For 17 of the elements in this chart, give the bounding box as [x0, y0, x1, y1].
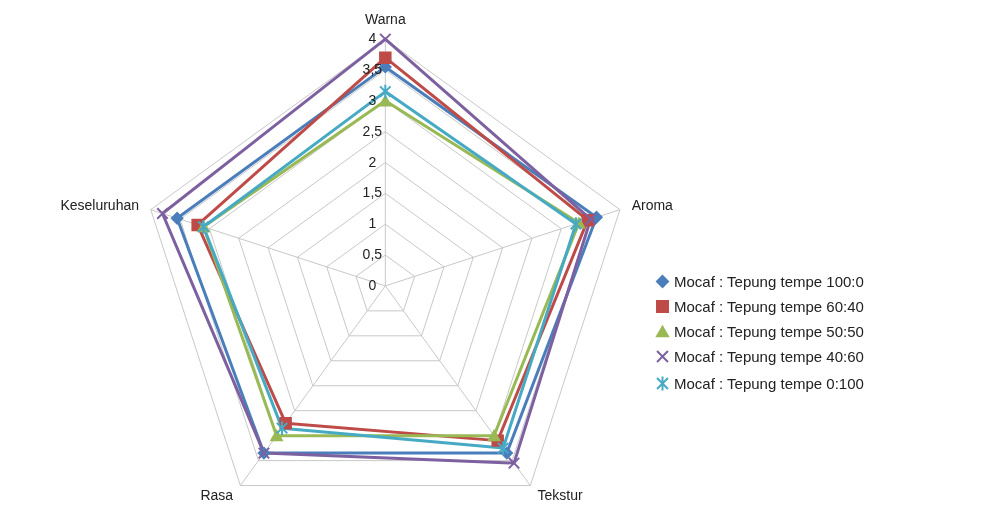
legend-label: Mocaf : Tepung tempe 100:0 — [674, 272, 864, 290]
y-tick-label: 0,5 — [362, 246, 383, 263]
legend-label: Mocaf : Tepung tempe 0:100 — [674, 374, 864, 392]
spoke-label: Rasa — [200, 486, 234, 503]
legend-label: Mocaf : Tepung tempe 60:40 — [674, 297, 864, 315]
y-tick-label: 1 — [368, 215, 377, 232]
legend-label: Mocaf : Tepung tempe 40:60 — [674, 347, 864, 365]
y-tick-label: 2,5 — [362, 122, 383, 139]
y-tick-label: 4 — [368, 30, 377, 47]
spoke-label: Warna — [364, 10, 406, 27]
y-tick-label: 1,5 — [362, 184, 383, 201]
spoke-label: Aroma — [631, 196, 674, 213]
y-tick-label: 0 — [368, 276, 377, 293]
spoke-label: Tekstur — [537, 486, 584, 503]
y-tick-label: 2 — [368, 153, 377, 170]
spoke-label: Keseluruhan — [60, 196, 140, 213]
legend-label: Mocaf : Tepung tempe 50:50 — [674, 322, 864, 340]
